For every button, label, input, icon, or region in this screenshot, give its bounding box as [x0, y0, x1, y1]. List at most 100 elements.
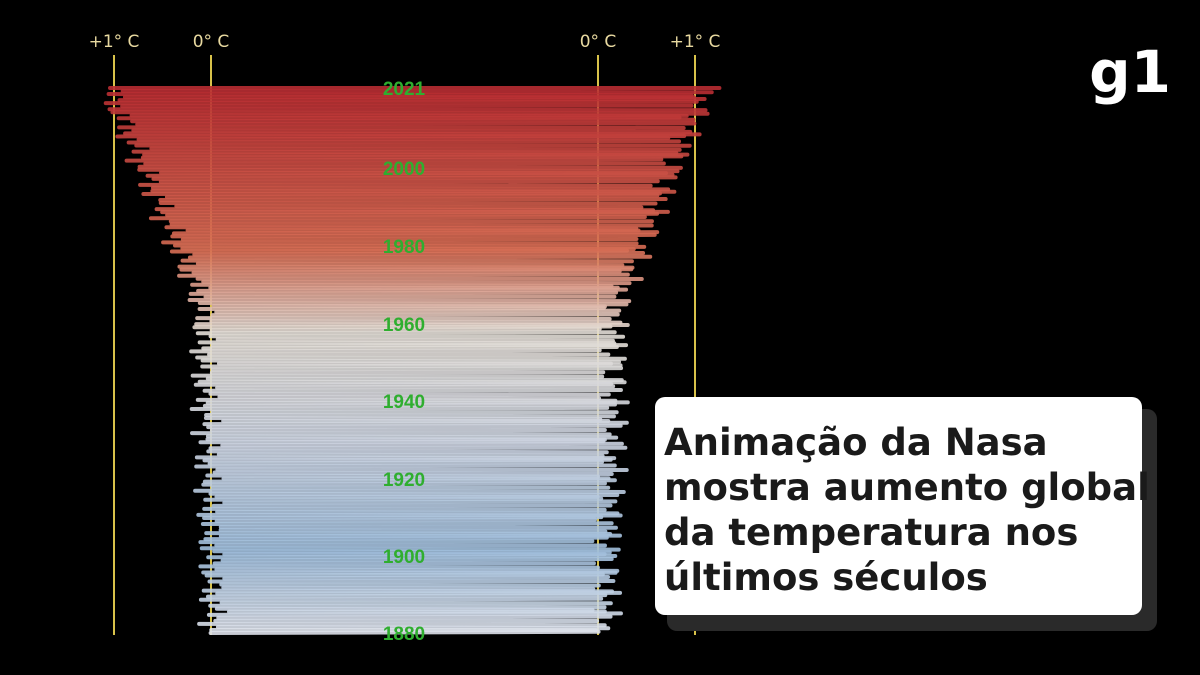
spiral-stripe: [216, 614, 613, 620]
headline-line: Animação da Nasa: [664, 421, 1048, 464]
headline-box: [655, 397, 1142, 615]
year-labels: 2021 2000 1980 1960 1940 1920 1900 1880: [383, 79, 426, 645]
spiral-stripe: [190, 373, 605, 379]
spiral-stripe: [196, 287, 629, 293]
spiral-stripe: [222, 499, 618, 505]
spiral-stripe: [188, 290, 619, 296]
spiral-stripe: [202, 402, 617, 408]
spiral-stripe: [135, 121, 697, 127]
spiral-stripe: [158, 179, 660, 184]
spiral-stripe: [199, 546, 621, 552]
spiral-stripe: [170, 232, 657, 239]
spiral-stripe: [151, 175, 678, 181]
spiral-stripe: [198, 596, 604, 602]
spiral-stripe: [215, 384, 616, 390]
spiral-stripe: [195, 261, 625, 268]
spiral-stripe: [193, 381, 614, 387]
headline: Animação da Nasa mostra aumento global d…: [664, 421, 1150, 599]
spiral-stripe: [189, 348, 602, 354]
spiral-stripe: [120, 89, 714, 95]
spiral-stripe: [171, 230, 660, 236]
spiral-stripe: [215, 624, 611, 631]
spiral-stripe: [202, 506, 607, 512]
spiral-stripe: [203, 535, 609, 542]
year-label: 1960: [383, 315, 425, 336]
spiral-stripe: [212, 470, 614, 476]
spiral-stripe: [158, 197, 668, 203]
spiral-stripe: [145, 172, 675, 178]
spiral-stripe: [187, 254, 653, 260]
spiral-stripe: [200, 363, 623, 369]
spiral-stripe: [124, 157, 664, 163]
spiral-stripe: [149, 146, 682, 152]
spiral-stripe: [126, 139, 682, 145]
spiral-stripe: [137, 164, 683, 170]
spiral-stripe: [206, 423, 623, 430]
spiral-stripe: [195, 355, 627, 361]
spiral-stripe: [164, 193, 660, 199]
spiral-stripe: [137, 167, 680, 174]
spiral-stripe: [214, 567, 620, 573]
spiral-stripe: [191, 269, 622, 275]
spiral-stripe: [208, 629, 601, 635]
spiral-stripe: [218, 528, 608, 534]
spiral-stripe: [161, 240, 639, 246]
spiral-stripe: [208, 391, 611, 397]
spiral-stripe: [215, 509, 620, 516]
spiral-stripe: [215, 590, 623, 596]
spiral-stripe: [206, 611, 623, 617]
spiral-stripe: [110, 110, 710, 116]
spiral-stripe: [207, 578, 616, 584]
year-label: 2000: [383, 159, 425, 180]
spiral-stripe: [138, 182, 653, 188]
spiral-stripe: [209, 319, 623, 325]
spiral-stripe: [210, 312, 620, 318]
spiral-stripe: [208, 491, 620, 498]
spiral-stripe: [130, 117, 696, 124]
spiral-stripe: [131, 128, 693, 134]
spiral-stripe: [222, 575, 611, 581]
spiral-stripe: [116, 115, 682, 121]
year-label: 1940: [383, 392, 425, 413]
spiral-stripe: [217, 394, 602, 401]
spiral-stripe: [177, 272, 630, 278]
headline-line: da temperatura nos: [664, 511, 1078, 554]
headline-line: mostra aumento global: [664, 466, 1150, 509]
spiral-stripe: [117, 125, 686, 130]
spiral-stripe: [218, 525, 618, 530]
spiral-stripe: [198, 439, 606, 445]
spiral-stripe: [205, 376, 624, 383]
spiral-stripe: [169, 222, 654, 228]
spiral-stripe: [208, 445, 628, 451]
spiral: [103, 86, 722, 635]
spiral-stripe: [141, 191, 662, 196]
spiral-stripe: [106, 92, 694, 98]
spiral-stripe: [197, 306, 606, 312]
spiral-stripe: [205, 593, 608, 599]
spiral-stripe: [164, 225, 639, 231]
axis-label: +1° C: [670, 32, 721, 52]
spiral-stripe: [197, 300, 629, 307]
spiral-stripe: [200, 521, 614, 526]
spiral-stripe: [204, 413, 616, 419]
spiral-stripe: [214, 308, 622, 315]
spiral-stripe: [187, 297, 632, 304]
spiral-stripe: [206, 553, 618, 560]
spiral-stripe: [206, 449, 609, 455]
spiral-stripe: [174, 204, 644, 210]
spiral-stripe: [180, 258, 634, 264]
spiral-stripe: [214, 517, 598, 523]
spiral-stripe: [203, 496, 604, 502]
headline-line: últimos séculos: [664, 556, 988, 599]
spiral-stripe: [195, 330, 617, 336]
spiral-stripe: [204, 572, 605, 578]
spiral-stripe: [140, 154, 684, 160]
spiral-stripe: [205, 434, 619, 440]
spiral-stripe: [201, 481, 607, 487]
logo: g1: [1089, 38, 1171, 106]
spiral-stripe: [200, 358, 622, 364]
spiral-stripe: [219, 600, 613, 606]
spiral-stripe: [220, 441, 624, 448]
spiral-stripe: [192, 324, 613, 330]
spiral-stripe: [202, 388, 623, 393]
